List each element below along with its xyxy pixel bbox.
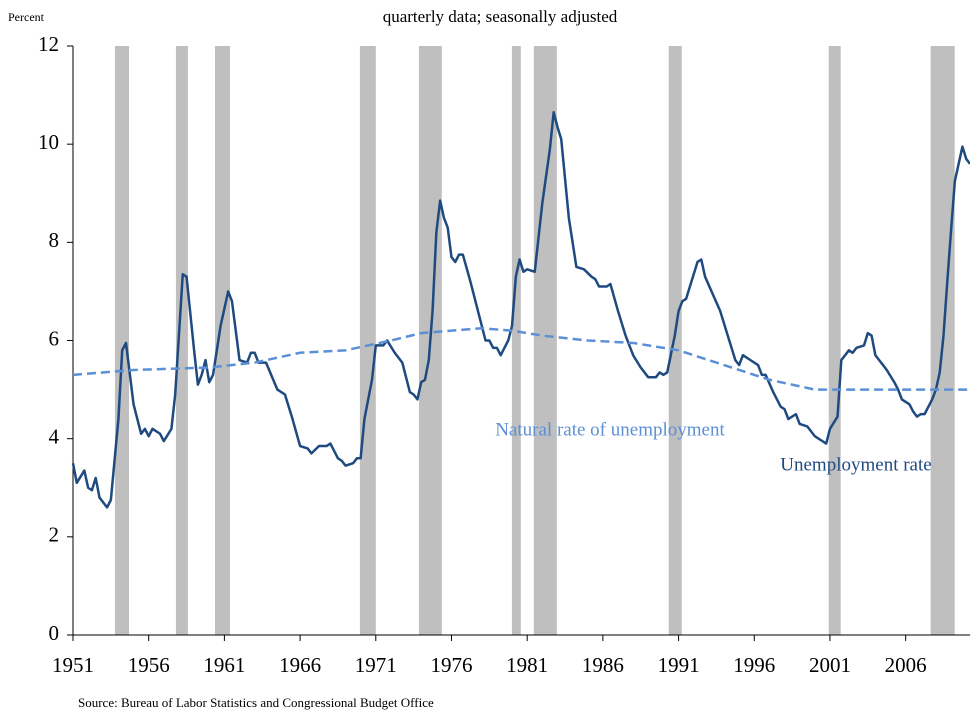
x-tick-label: 1981 <box>506 653 548 677</box>
y-axis-label: Percent <box>8 10 45 24</box>
recession-band <box>175 46 188 635</box>
recession-band <box>215 46 230 635</box>
x-tick-label: 1991 <box>658 653 700 677</box>
x-tick-label: 2006 <box>885 653 927 677</box>
recession-band <box>359 46 376 635</box>
y-tick-label: 6 <box>49 326 60 350</box>
chart-subtitle: quarterly data; seasonally adjusted <box>383 7 618 26</box>
series-label: Unemployment rate <box>780 454 931 475</box>
x-tick-label: 1961 <box>203 653 245 677</box>
y-tick-label: 0 <box>49 621 60 645</box>
x-tick-label: 1986 <box>582 653 624 677</box>
y-tick-label: 4 <box>49 424 60 448</box>
recession-band <box>114 46 130 635</box>
x-tick-label: 2001 <box>809 653 851 677</box>
y-tick-label: 10 <box>38 130 59 154</box>
recession-band <box>668 46 682 635</box>
x-tick-label: 1996 <box>733 653 775 677</box>
recession-band <box>533 46 557 635</box>
x-tick-label: 1951 <box>52 653 94 677</box>
series-line <box>72 326 970 391</box>
x-tick-label: 1976 <box>430 653 472 677</box>
x-tick-label: 1966 <box>279 653 321 677</box>
series-label: Natural rate of unemployment <box>495 419 725 440</box>
recession-band <box>511 46 521 635</box>
recession-band <box>828 46 841 635</box>
x-tick-label: 1956 <box>128 653 170 677</box>
y-tick-label: 12 <box>38 32 59 56</box>
y-tick-label: 2 <box>49 523 60 547</box>
source-note: Source: Bureau of Labor Statistics and C… <box>78 695 434 710</box>
x-tick-label: 1971 <box>355 653 397 677</box>
y-tick-label: 8 <box>49 228 60 252</box>
series-line <box>71 111 970 509</box>
